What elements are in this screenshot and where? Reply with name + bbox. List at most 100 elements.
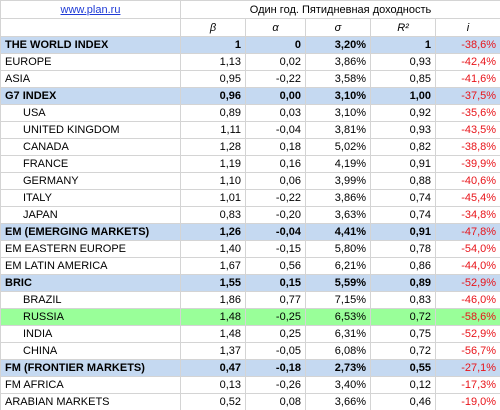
value-cell: 3,58% xyxy=(305,70,371,88)
row-label: ITALY xyxy=(0,189,181,207)
value-cell: 0,15 xyxy=(245,274,306,292)
value-cell: 0,96 xyxy=(180,87,246,105)
value-cell: -17,3% xyxy=(434,376,500,394)
value-cell: -38,8% xyxy=(434,138,500,156)
value-cell: 0,74 xyxy=(370,189,436,207)
column-header: β xyxy=(180,18,246,37)
row-label: THE WORLD INDEX xyxy=(0,36,181,54)
value-cell: 5,02% xyxy=(305,138,371,156)
value-cell: 1,11 xyxy=(180,121,246,139)
value-cell: 1,37 xyxy=(180,342,246,360)
value-cell: 1,86 xyxy=(180,291,246,309)
value-cell: 0,18 xyxy=(245,138,306,156)
value-cell: -54,0% xyxy=(434,240,500,258)
value-cell: -0,20 xyxy=(245,206,306,224)
value-cell: 0,47 xyxy=(180,359,246,377)
column-header: R² xyxy=(370,18,436,37)
row-label: JAPAN xyxy=(0,206,181,224)
value-cell: -0,26 xyxy=(245,376,306,394)
row-label: CANADA xyxy=(0,138,181,156)
value-cell: 1,01 xyxy=(180,189,246,207)
table-row: JAPAN 0,83 -0,20 3,63% 0,74 -34,8% xyxy=(0,206,500,224)
value-cell: 6,21% xyxy=(305,257,371,275)
value-cell: 0,86 xyxy=(370,257,436,275)
table-row: INDIA 1,48 0,25 6,31% 0,75 -52,9% xyxy=(0,325,500,343)
row-label: BRIC xyxy=(0,274,181,292)
value-cell: 0,82 xyxy=(370,138,436,156)
value-cell: -56,7% xyxy=(434,342,500,360)
column-header: σ xyxy=(305,18,371,37)
value-cell: 0,78 xyxy=(370,240,436,258)
value-cell: 0,93 xyxy=(370,121,436,139)
value-cell: 0,52 xyxy=(180,393,246,410)
column-header: i xyxy=(434,18,500,37)
table-row: RUSSIA 1,48 -0,25 6,53% 0,72 -58,6% xyxy=(0,308,500,326)
table-row: EUROPE 1,13 0,02 3,86% 0,93 -42,4% xyxy=(0,53,500,71)
value-cell: 0,91 xyxy=(370,223,436,241)
value-cell: -0,22 xyxy=(245,189,306,207)
table-row: CHINA 1,37 -0,05 6,08% 0,72 -56,7% xyxy=(0,342,500,360)
value-cell: -39,9% xyxy=(434,155,500,173)
value-cell: -0,04 xyxy=(245,223,306,241)
column-header-row: β α σ R² i xyxy=(0,18,500,37)
value-cell: 3,63% xyxy=(305,206,371,224)
table-row: USA 0,89 0,03 3,10% 0,92 -35,6% xyxy=(0,104,500,122)
value-cell: 1,48 xyxy=(180,325,246,343)
value-cell: -38,6% xyxy=(434,36,500,54)
value-cell: -58,6% xyxy=(434,308,500,326)
value-cell: 1,67 xyxy=(180,257,246,275)
value-cell: 2,73% xyxy=(305,359,371,377)
value-cell: 0,56 xyxy=(245,257,306,275)
value-cell: 3,20% xyxy=(305,36,371,54)
value-cell: -0,05 xyxy=(245,342,306,360)
table-row: FM AFRICA 0,13 -0,26 3,40% 0,12 -17,3% xyxy=(0,376,500,394)
value-cell: -0,15 xyxy=(245,240,306,258)
value-cell: 0,00 xyxy=(245,87,306,105)
value-cell: 7,15% xyxy=(305,291,371,309)
value-cell: -27,1% xyxy=(434,359,500,377)
row-label: ASIA xyxy=(0,70,181,88)
value-cell: 1,10 xyxy=(180,172,246,190)
value-cell: 1,40 xyxy=(180,240,246,258)
row-label: FRANCE xyxy=(0,155,181,173)
column-header: α xyxy=(245,18,306,37)
row-label: EM LATIN AMERICA xyxy=(0,257,181,275)
value-cell: 0,72 xyxy=(370,308,436,326)
row-label: EM EASTERN EUROPE xyxy=(0,240,181,258)
value-cell: 3,99% xyxy=(305,172,371,190)
row-label: CHINA xyxy=(0,342,181,360)
value-cell: 3,86% xyxy=(305,189,371,207)
value-cell: 0,55 xyxy=(370,359,436,377)
header-row: www.plan.ru Один год. Пятидневная доходн… xyxy=(0,0,500,19)
row-label: INDIA xyxy=(0,325,181,343)
value-cell: 0,75 xyxy=(370,325,436,343)
value-cell: 1,55 xyxy=(180,274,246,292)
value-cell: -0,22 xyxy=(245,70,306,88)
table-row: FRANCE 1,19 0,16 4,19% 0,91 -39,9% xyxy=(0,155,500,173)
value-cell: 4,19% xyxy=(305,155,371,173)
value-cell: 3,40% xyxy=(305,376,371,394)
table-row: ARABIAN MARKETS 0,52 0,08 3,66% 0,46 -19,0% xyxy=(0,393,500,410)
value-cell: 0,72 xyxy=(370,342,436,360)
table-row: BRIC 1,55 0,15 5,59% 0,89 -52,9% xyxy=(0,274,500,292)
value-cell: 0,89 xyxy=(180,104,246,122)
row-label: USA xyxy=(0,104,181,122)
row-label: FM (FRONTIER MARKETS) xyxy=(0,359,181,377)
value-cell: -35,6% xyxy=(434,104,500,122)
value-cell: 0,89 xyxy=(370,274,436,292)
value-cell: -37,5% xyxy=(434,87,500,105)
table-row: UNITED KINGDOM 1,11 -0,04 3,81% 0,93 -43,5% xyxy=(0,121,500,139)
value-cell: 0,83 xyxy=(370,291,436,309)
value-cell: -52,9% xyxy=(434,274,500,292)
value-cell: -45,4% xyxy=(434,189,500,207)
value-cell: 3,10% xyxy=(305,87,371,105)
value-cell: 4,41% xyxy=(305,223,371,241)
value-cell: 1,26 xyxy=(180,223,246,241)
site-link[interactable]: www.plan.ru xyxy=(0,0,181,19)
value-cell: 3,10% xyxy=(305,104,371,122)
row-label: GERMANY xyxy=(0,172,181,190)
value-cell: -52,9% xyxy=(434,325,500,343)
value-cell: 0,06 xyxy=(245,172,306,190)
value-cell: -44,0% xyxy=(434,257,500,275)
